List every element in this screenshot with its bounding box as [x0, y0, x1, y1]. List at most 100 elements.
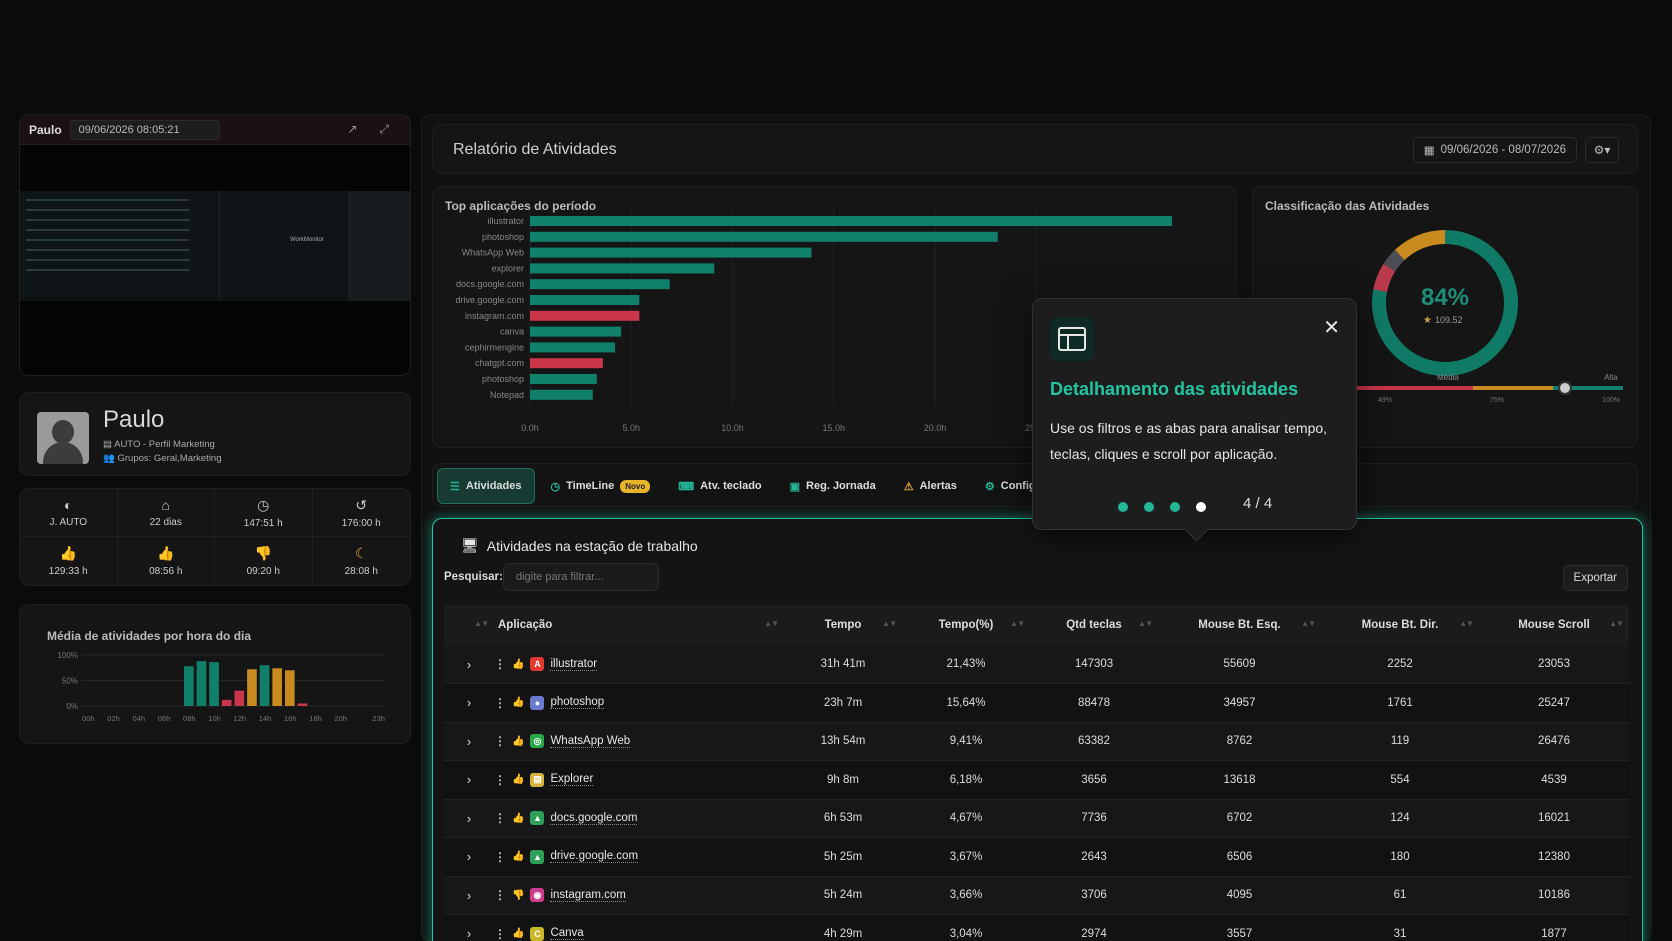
- profile-card: Paulo ▤ AUTO - Perfil Marketing 👥 Grupos…: [19, 392, 411, 476]
- mouse-dir-cell: 554: [1390, 773, 1410, 786]
- screen-preview[interactable]: WorkMonitor: [20, 145, 410, 375]
- expand-cell[interactable]: ›: [444, 761, 494, 800]
- chevron-right-icon[interactable]: ›: [466, 810, 472, 826]
- col-tempo-pct[interactable]: Tempo(%) ▲▼: [938, 619, 1025, 631]
- export-button[interactable]: Exportar: [1562, 565, 1628, 591]
- kebab-menu-icon[interactable]: ⋮: [494, 734, 506, 749]
- whatsapp-icon: ◎: [530, 734, 545, 749]
- app-name[interactable]: illustrator: [550, 657, 598, 671]
- table-row[interactable]: › ⋮ 👎 ◉ instagram.com 5h 24m 3,66% 3706 4095 61 10…: [444, 876, 1629, 915]
- chevron-right-icon[interactable]: ›: [466, 695, 472, 711]
- x-tick-label: 08h: [183, 714, 196, 723]
- thumbs-up-icon[interactable]: 👍: [512, 735, 525, 747]
- col-tempo[interactable]: Tempo ▲▼: [824, 619, 897, 631]
- calendar-icon: ▦: [1423, 145, 1435, 157]
- kebab-menu-icon[interactable]: ⋮: [494, 772, 506, 787]
- y-tick-label: 100%: [58, 651, 78, 660]
- col-mouse-esq[interactable]: Mouse Bt. Esq. ▲▼: [1198, 619, 1316, 631]
- chevron-right-icon[interactable]: ›: [466, 887, 472, 903]
- hour-bar: [209, 662, 219, 706]
- expand-cell[interactable]: ›: [444, 799, 494, 838]
- step-dot-active[interactable]: [1196, 502, 1206, 512]
- tab-reg-jornada[interactable]: ▣ Reg. Jornada: [778, 468, 888, 504]
- kebab-menu-icon[interactable]: ⋮: [494, 849, 506, 864]
- col-qtd-teclas[interactable]: Qtd teclas ▲▼: [1066, 619, 1153, 631]
- tab-alertas[interactable]: ⚠ Alertas: [892, 468, 969, 504]
- tempo-pct-cell: 4,67%: [949, 812, 983, 825]
- app-cell: ⋮ 👍 ▤ Explorer: [494, 761, 784, 800]
- thumbs-down-icon[interactable]: 👎: [512, 889, 525, 901]
- thumbs-up-icon[interactable]: 👍: [512, 851, 525, 863]
- expand-icon[interactable]: ⤢: [379, 122, 389, 136]
- expand-cell[interactable]: ›: [444, 915, 494, 941]
- table-row[interactable]: › ⋮ 👍 C Canva 4h 29m 3,04% 2974 3557 31 1877: [444, 914, 1629, 941]
- chevron-right-icon[interactable]: ›: [466, 656, 472, 672]
- kebab-menu-icon[interactable]: ⋮: [494, 657, 506, 671]
- app-name[interactable]: photoshop: [550, 696, 605, 710]
- app-cell: ⋮ 👍 ▲ drive.google.com: [494, 838, 784, 877]
- expand-cell[interactable]: ›: [444, 876, 494, 915]
- tab-atividades[interactable]: ☰ Atividades: [437, 468, 535, 504]
- external-link-icon[interactable]: ↗: [347, 122, 358, 136]
- tab-label: Atv. teclado: [700, 480, 762, 492]
- x-tick-label: 18h: [309, 714, 322, 723]
- app-name[interactable]: WhatsApp Web: [550, 734, 631, 748]
- category-label: canva: [500, 327, 524, 337]
- thumb-logo: WorkMonitor: [290, 237, 324, 243]
- tab-atv-teclado[interactable]: ⌨ Atv. teclado: [666, 468, 773, 504]
- thumbs-up-icon[interactable]: 👍: [512, 697, 525, 709]
- close-icon[interactable]: ✕: [1323, 317, 1340, 339]
- bar: [530, 247, 812, 258]
- report-settings-button[interactable]: ⚙▾: [1585, 137, 1619, 163]
- table-row[interactable]: › ⋮ 👍 ◎ WhatsApp Web 13h 54m 9,41% 63382 8762 119…: [444, 722, 1629, 761]
- col-expand[interactable]: ▲▼: [474, 619, 489, 628]
- table-row[interactable]: › ⋮ 👍 ▤ Explorer 9h 8m 6,18% 3656 13618 554 4539: [444, 760, 1629, 800]
- expand-cell[interactable]: ›: [444, 645, 494, 684]
- chevron-right-icon[interactable]: ›: [466, 772, 472, 788]
- app-name[interactable]: drive.google.com: [550, 850, 639, 864]
- date-range-picker[interactable]: ▦ 09/06/2026 - 08/07/2026: [1412, 137, 1577, 163]
- mouse-esq-cell: 4095: [1226, 889, 1253, 902]
- search-input[interactable]: [503, 563, 659, 591]
- tempo-pct-cell: 3,66%: [949, 889, 983, 902]
- chevron-right-icon[interactable]: ›: [466, 926, 472, 941]
- app-name[interactable]: Explorer: [550, 773, 594, 787]
- teclas-cell: 3656: [1081, 773, 1107, 786]
- thumbs-up-icon[interactable]: 👍: [512, 928, 525, 940]
- table-row[interactable]: › ⋮ 👍 ▲ docs.google.com 6h 53m 4,67% 7736 6702 12…: [444, 799, 1629, 838]
- expand-cell[interactable]: ›: [444, 722, 494, 761]
- chevron-right-icon[interactable]: ›: [466, 849, 472, 865]
- thumbs-up-icon[interactable]: 👍: [512, 774, 525, 786]
- step-dot[interactable]: [1144, 502, 1154, 512]
- x-tick-label: 15.0h: [822, 423, 845, 433]
- screen-datetime[interactable]: 09/06/2026 08:05:21: [69, 119, 220, 140]
- screen-header: Paulo 09/06/2026 08:05:21 ↗ ⤢: [20, 115, 410, 145]
- kebab-menu-icon[interactable]: ⋮: [494, 888, 506, 903]
- kebab-menu-icon[interactable]: ⋮: [494, 695, 506, 710]
- expand-cell[interactable]: ›: [444, 838, 494, 877]
- bar: [530, 342, 616, 353]
- table-row[interactable]: › ⋮ 👍 ● photoshop 23h 7m 15,64% 88478 34957 1761 2…: [444, 683, 1629, 723]
- kebab-menu-icon[interactable]: ⋮: [494, 811, 506, 826]
- expand-cell[interactable]: ›: [444, 684, 494, 723]
- kebab-menu-icon[interactable]: ⋮: [494, 926, 506, 941]
- chevron-right-icon[interactable]: ›: [466, 733, 472, 749]
- table-row[interactable]: › ⋮ 👍 ▲ drive.google.com 5h 25m 3,67% 2643 6506 1…: [444, 837, 1629, 877]
- col-mouse-dir[interactable]: Mouse Bt. Dir. ▲▼: [1361, 619, 1474, 631]
- mouse-dir-cell: 124: [1390, 812, 1410, 825]
- col-aplicacao[interactable]: Aplicação ▲▼: [498, 619, 779, 631]
- gear-icon: ⚙▾: [1593, 143, 1611, 157]
- thumbs-up-icon[interactable]: 👍: [512, 658, 525, 670]
- app-name[interactable]: instagram.com: [550, 888, 626, 902]
- thumbs-up-icon[interactable]: 👍: [512, 812, 525, 824]
- app-name[interactable]: docs.google.com: [550, 811, 638, 825]
- step-dot[interactable]: [1118, 502, 1128, 512]
- stat-value: 08:56 h: [149, 566, 183, 577]
- step-dot[interactable]: [1170, 502, 1180, 512]
- popover-step-counter: 4 / 4: [1243, 495, 1273, 512]
- bar: [530, 389, 593, 400]
- app-name[interactable]: Canva: [550, 927, 584, 941]
- col-mouse-scroll[interactable]: Mouse Scroll ▲▼: [1518, 619, 1624, 631]
- tab-timeline[interactable]: ◷ TimeLine Novo: [539, 468, 663, 504]
